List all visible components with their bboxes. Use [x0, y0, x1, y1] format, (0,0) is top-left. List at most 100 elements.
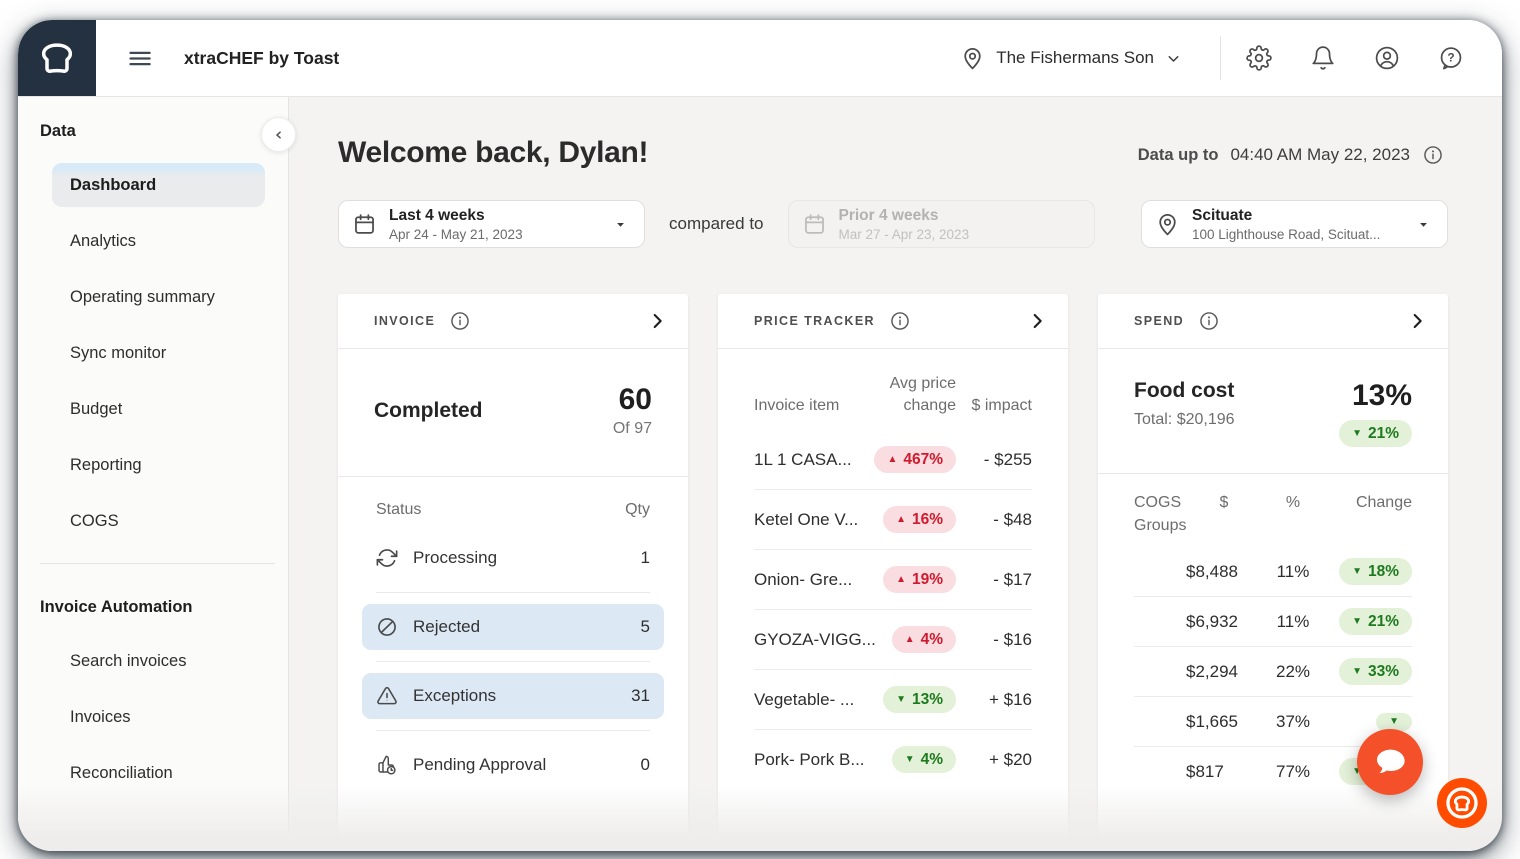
food-cost-label: Food cost: [1134, 379, 1235, 402]
help-icon[interactable]: ?: [1438, 45, 1464, 71]
invoice-status-row-rejected[interactable]: Rejected 5: [362, 604, 664, 650]
location-picker[interactable]: The Fishermans Son: [954, 45, 1188, 72]
spend-card-open-button[interactable]: [1406, 310, 1428, 332]
status-qty: 5: [640, 617, 650, 636]
invoice-status-row-pending-approval[interactable]: Pending Approval 0: [362, 742, 664, 788]
food-cost-change-badge: ▼ 21%: [1339, 420, 1412, 448]
calendar-icon: [355, 213, 374, 234]
sidebar-item-cogs[interactable]: COGS: [70, 511, 119, 530]
settings-icon[interactable]: [1246, 45, 1272, 71]
price-up-badge: ▲ 4%: [891, 626, 956, 654]
price-down-badge: ▼ 4%: [891, 746, 956, 774]
sidebar-item-invoices[interactable]: Invoices: [70, 707, 131, 726]
cogs-percent: 11%: [1276, 561, 1310, 581]
cogs-group-row: $1,665 37% ▼: [1134, 697, 1412, 748]
down-triangle-icon: ▼: [1352, 665, 1362, 677]
info-icon[interactable]: [889, 310, 911, 332]
sidebar-section-title-data: Data: [40, 122, 76, 140]
price-up-badge: ▲ 467%: [874, 446, 956, 474]
price-tracker-open-button[interactable]: [1026, 310, 1048, 332]
food-cost-total: Total: $20,196: [1134, 411, 1235, 428]
data-up-to: Data up to 04:40 AM May 22, 2023: [1138, 144, 1444, 166]
down-triangle-icon: ▼: [896, 693, 906, 705]
app-window: xtraCHEF by Toast The Fishermans Son: [18, 20, 1502, 851]
price-tracker-card: PRICE TRACKER Invoice item Avg price cha…: [718, 294, 1068, 851]
dollar-column-header: $: [1219, 494, 1229, 512]
qty-column-header: Qty: [625, 501, 650, 518]
invoice-status-row-exceptions[interactable]: Exceptions 31: [362, 673, 664, 719]
chevron-right-icon: [653, 313, 662, 329]
down-triangle-icon: ▼: [1352, 565, 1362, 577]
toast-bread-icon: [41, 43, 73, 73]
menu-icon[interactable]: [124, 43, 154, 73]
date-range-dates: Apr 24 - May 21, 2023: [389, 226, 523, 242]
chat-launcher-button[interactable]: [1357, 729, 1423, 795]
price-tracker-row: Ketel One V... ▲ 16% - $48: [754, 490, 1032, 551]
down-triangle-icon: ▼: [1352, 427, 1362, 439]
status-label: Exceptions: [413, 686, 497, 705]
invoice-item-name: 1L 1 CASA...: [754, 449, 852, 469]
cogs-percent: 22%: [1275, 661, 1311, 681]
top-bar: xtraCHEF by Toast The Fishermans Son: [18, 20, 1502, 97]
main-content: Welcome back, Dylan! Data up to 04:40 AM…: [289, 96, 1502, 851]
invoice-card-open-button[interactable]: [646, 310, 668, 332]
date-range-picker[interactable]: Last 4 weeks Apr 24 - May 21, 2023: [338, 200, 645, 248]
notifications-icon[interactable]: [1310, 45, 1336, 71]
sidebar-section-title-invoice-automation: Invoice Automation: [40, 598, 193, 616]
invoice-item-name: Onion- Gre...: [754, 569, 853, 589]
avg-price-change-column-header: Avg price change: [889, 375, 956, 414]
comparison-range-label: Prior 4 weeks: [838, 206, 939, 224]
up-triangle-icon: ▲: [896, 513, 906, 525]
price-up-badge: ▲ 16%: [883, 506, 956, 534]
account-icon[interactable]: [1374, 45, 1400, 71]
down-triangle-icon: ▼: [904, 753, 915, 765]
sidebar-item-operating-summary[interactable]: Operating summary: [70, 287, 215, 306]
cogs-percent: 77%: [1275, 761, 1311, 781]
price-down-badge: ▼ 18%: [1339, 557, 1412, 586]
sidebar-item-budget[interactable]: Budget: [70, 399, 123, 418]
cogs-dollars: $6,932: [1186, 611, 1238, 631]
sidebar-item-reporting[interactable]: Reporting: [70, 455, 142, 474]
up-triangle-icon: ▲: [896, 573, 906, 585]
sidebar-item-sync-monitor[interactable]: Sync monitor: [70, 343, 167, 362]
down-triangle-icon: ▼: [1389, 715, 1399, 727]
invoice-status-row-processing[interactable]: Processing 1: [362, 535, 664, 581]
completed-count: 60: [618, 383, 652, 416]
dollar-impact-value: - $48: [993, 509, 1032, 529]
price-down-badge: ▼: [1376, 712, 1412, 731]
dropdown-caret-icon: [1420, 222, 1427, 227]
sidebar-item-reconciliation[interactable]: Reconciliation: [70, 763, 173, 782]
info-icon[interactable]: [1198, 310, 1220, 332]
info-icon[interactable]: [449, 310, 471, 332]
compared-to-label: compared to: [669, 214, 764, 233]
price-down-badge: ▼ 21%: [1339, 607, 1412, 636]
sidebar-collapse-button[interactable]: [261, 117, 296, 152]
dollar-impact-value: + $20: [988, 749, 1032, 769]
sidebar-item-search-invoices[interactable]: Search invoices: [70, 651, 187, 670]
date-range-label: Last 4 weeks: [389, 206, 485, 224]
price-tracker-row: Pork- Pork B... ▼ 4% + $20: [754, 730, 1032, 789]
location-filter-picker[interactable]: Scituate 100 Lighthouse Road, Scituat...: [1141, 200, 1448, 248]
chevron-right-icon: [1413, 313, 1422, 329]
row-divider: [376, 592, 650, 593]
chevron-right-icon: [1033, 313, 1042, 329]
percent-column-header: %: [1285, 494, 1301, 512]
up-triangle-icon: ▲: [904, 633, 915, 645]
sidebar-item-analytics[interactable]: Analytics: [70, 231, 137, 250]
dollar-impact-value: - $255: [983, 449, 1032, 469]
dollar-impact-value: - $17: [993, 569, 1032, 589]
toast-widget-button[interactable]: [1437, 778, 1487, 828]
price-tracker-row: 1L 1 CASA... ▲ 467% - $255: [754, 430, 1032, 491]
cogs-groups-column-header: COGS Groups: [1134, 494, 1187, 534]
location-pin-icon: [1159, 213, 1176, 235]
status-label: Processing: [413, 548, 498, 567]
sidebar-item-dashboard[interactable]: Dashboard: [52, 163, 265, 207]
up-triangle-icon: ▲: [887, 453, 898, 465]
invoice-item-name: Pork- Pork B...: [754, 749, 865, 769]
cogs-percent: 11%: [1276, 611, 1310, 631]
price-down-badge: ▼ 33%: [1339, 657, 1412, 686]
cogs-dollars: $1,665: [1186, 711, 1238, 731]
price-tracker-row: Onion- Gre... ▲ 19% - $17: [754, 550, 1032, 611]
invoice-card-title: INVOICE: [374, 314, 436, 328]
